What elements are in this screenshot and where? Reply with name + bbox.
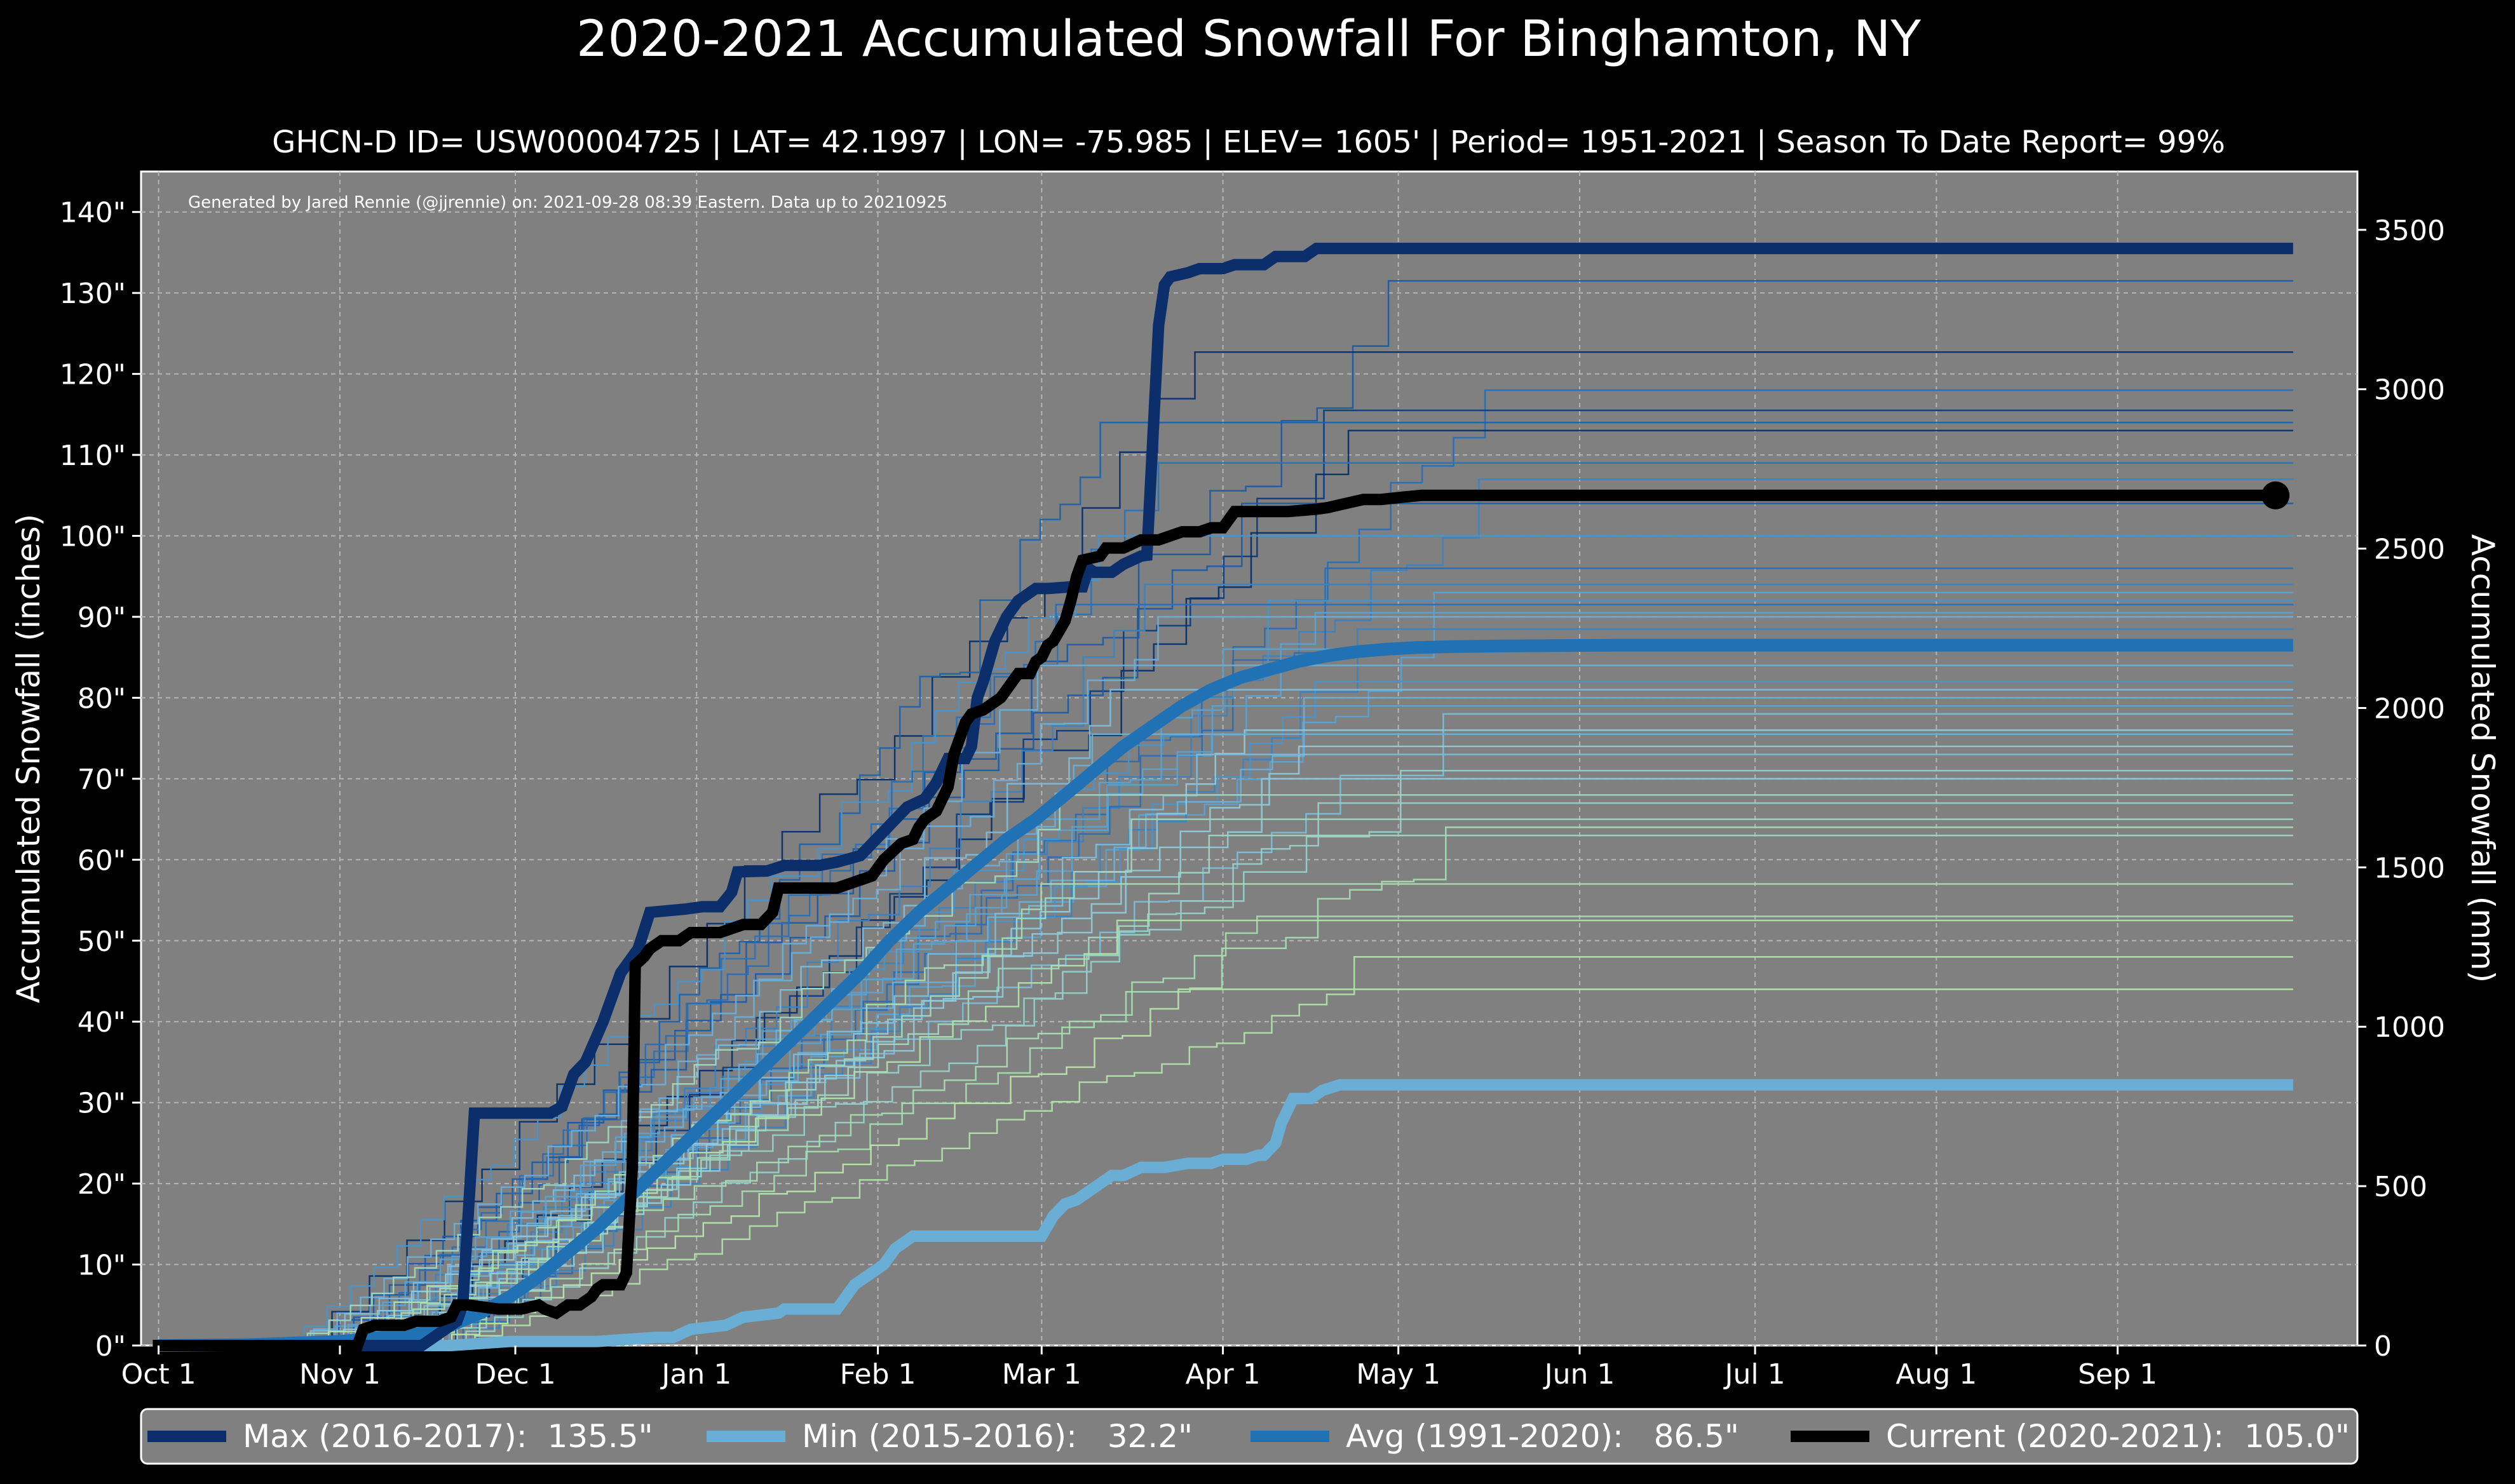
historical-season-line [158,583,2293,1347]
current-season-end-marker [2261,481,2290,509]
main-series-lines [153,243,2293,1352]
y-tick-label: 130" [60,278,126,310]
historical-season-line [158,753,2293,1347]
y-right-tick-label: 500 [2374,1171,2427,1203]
x-tick-label: Feb 1 [840,1358,916,1391]
legend-label: Max (2016-2017): 135.5" [243,1418,653,1455]
x-tick-label: Dec 1 [475,1358,555,1391]
chart-subtitle: GHCN-D ID= USW00004725 | LAT= 42.1997 | … [272,125,2225,160]
x-tick-label: Apr 1 [1186,1358,1261,1391]
max-season-line [158,243,2293,1351]
y-tick-label: 100" [60,521,126,553]
x-tick-label: Aug 1 [1895,1358,1977,1391]
y-tick-label: 80" [78,682,126,715]
historical-season-line [158,705,2293,1347]
y-tick-label: 40" [78,1006,126,1039]
historical-season-line [158,729,2293,1347]
historical-season-line [158,919,2293,1347]
x-tick-label: Jan 1 [660,1358,731,1391]
plot-area [140,170,2359,1347]
x-tick-label: Oct 1 [121,1358,196,1391]
y-axis-right: 0 500 1000 1500 2000 2500 3000 3500 [2357,215,2445,1363]
y-tick-label: 30" [78,1088,126,1120]
y-tick-label: 140" [60,197,126,229]
y-right-tick-label: 2500 [2374,534,2445,566]
historical-season-line [158,680,2293,1347]
legend-label: Current (2020-2021): 105.0" [1886,1418,2350,1455]
min-season-line [158,1079,2293,1351]
historical-season-line [158,591,2293,1347]
y-tick-label: 60" [78,844,126,877]
legend-items: Max (2016-2017): 135.5" Min (2015-2016): … [147,1418,2350,1455]
y-axis-label-right: Accumulated Snowfall (mm) [2464,534,2501,983]
historical-season-line [158,769,2293,1347]
chart-title: 2020-2021 Accumulated Snowfall For Bingh… [576,11,1921,68]
x-tick-label: Nov 1 [299,1358,381,1391]
y-axis-label-left: Accumulated Snowfall (inches) [10,514,47,1003]
legend-label: Avg (1991-2020): 86.5" [1346,1418,1739,1455]
historical-season-line [158,733,2293,1347]
historical-season-line [158,478,2293,1347]
x-tick-label: Mar 1 [1002,1358,1081,1391]
x-tick-label: Jun 1 [1543,1358,1615,1391]
x-tick-label: May 1 [1356,1358,1441,1391]
historical-season-line [158,713,2293,1347]
historical-season-line [158,915,2293,1347]
legend-label: Min (2015-2016): 32.2" [802,1418,1193,1455]
historical-season-line [158,794,2293,1347]
y-right-tick-label: 2000 [2374,692,2445,725]
historical-season-line [158,280,2293,1347]
y-tick-label: 90" [78,602,126,634]
y-right-tick-label: 3500 [2374,215,2445,247]
legend-box [140,1408,2359,1465]
historical-season-line [158,648,2293,1347]
average-line [158,638,2293,1352]
y-tick-label: 110" [60,440,126,472]
historical-season-line [158,802,2293,1347]
y-right-tick-label: 1500 [2374,852,2445,884]
y-tick-label: 0" [95,1330,126,1363]
y-right-tick-label: 0 [2374,1330,2392,1363]
current-season-line [153,489,2276,1351]
y-tick-label: 70" [78,764,126,796]
y-tick-label: 50" [78,926,126,958]
credit-note: Generated by Jared Rennie (@jjrennie) on… [188,193,947,212]
y-axis-left: 0" 10" 20" 30" 40" 50" 60" 70" 80" 90" 100" 110" 120… [60,197,141,1363]
historical-season-line [158,988,2293,1347]
x-tick-label: Jul 1 [1723,1358,1786,1391]
x-axis: Oct 1 Nov 1 Dec 1 Jan 1 Feb 1 Mar 1 Apr 1 May 1… [121,1346,2157,1391]
y-tick-label: 120" [60,359,126,391]
y-right-tick-label: 1000 [2374,1011,2445,1044]
y-tick-label: 20" [78,1168,126,1201]
y-tick-label: 10" [78,1250,126,1282]
legend: Max (2016-2017): 135.5" Min (2015-2016): … [140,1408,2359,1465]
x-tick-label: Sep 1 [2078,1358,2157,1391]
historical-season-line [158,616,2293,1347]
y-right-tick-label: 3000 [2374,374,2445,407]
grid-lines [141,172,2357,1346]
